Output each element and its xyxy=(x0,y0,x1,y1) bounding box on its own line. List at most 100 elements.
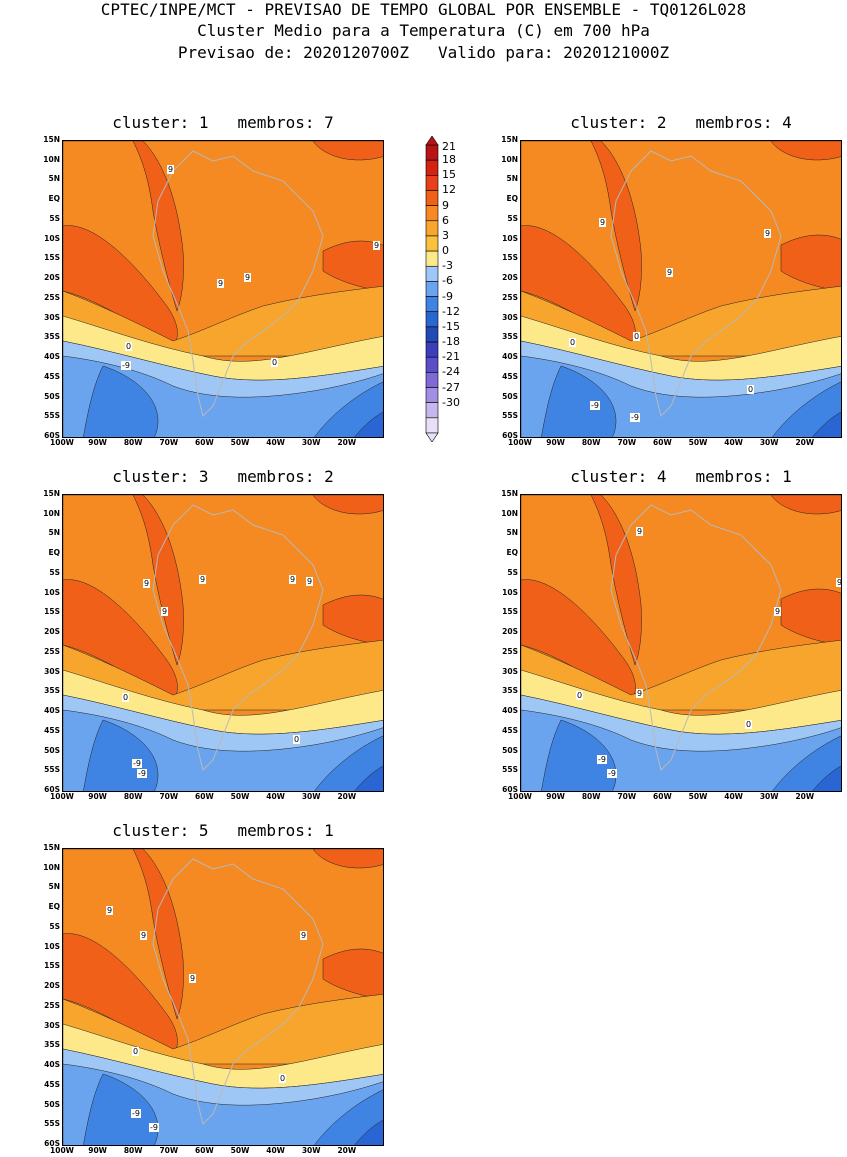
temperature-band xyxy=(83,1073,159,1145)
latitude-tick-label: 20S xyxy=(44,273,60,283)
colorbar-label: -3 xyxy=(442,259,453,273)
latitude-tick-label: 10N xyxy=(43,862,60,872)
temperature-band xyxy=(812,411,841,437)
longitude-tick-label: 30W xyxy=(301,792,321,801)
latitude-tick-label: 40S xyxy=(502,706,518,716)
contour-label: 9 xyxy=(636,689,644,698)
latitude-tick-label: 10S xyxy=(44,233,60,243)
latitude-tick-label: 50S xyxy=(502,391,518,401)
contour-label: 9 xyxy=(666,268,674,277)
map-canvas xyxy=(63,849,383,1145)
colorbar-swatch xyxy=(425,235,439,252)
latitude-tick-label: 5N xyxy=(48,174,61,184)
header-line-1: CPTEC/INPE/MCT - PREVISAO DE TEMPO GLOBA… xyxy=(100,0,747,19)
panel-title: cluster: 5 membros: 1 xyxy=(112,821,334,840)
colorbar-label: 3 xyxy=(442,228,449,242)
contour-label: 9 xyxy=(764,229,772,238)
contour-label: 9 xyxy=(217,279,225,288)
temperature-band xyxy=(541,719,617,791)
colorbar-label: 9 xyxy=(442,198,449,212)
latitude-tick-label: EQ xyxy=(48,548,61,558)
longitude-tick-label: 50W xyxy=(688,438,708,447)
latitude-tick-label: 10N xyxy=(501,508,518,518)
contour-label: 0 xyxy=(279,1074,287,1083)
latitude-tick-label: 10S xyxy=(502,233,518,243)
latitude-tick-label: 25S xyxy=(44,292,60,302)
latitude-tick-label: 45S xyxy=(502,725,518,735)
temperature-field-map: 9 9 9 9 0 0 -9 -9 xyxy=(520,494,842,792)
latitude-tick-label: 5S xyxy=(507,567,518,577)
latitude-tick-label: 50S xyxy=(44,1099,60,1109)
contour-label: -9 xyxy=(597,755,607,764)
colorbar-swatch xyxy=(425,387,439,403)
contour-label: 9 xyxy=(289,575,297,584)
colorbar-label: -27 xyxy=(442,380,460,394)
longitude-tick-label: 30W xyxy=(301,438,321,447)
colorbar-swatch xyxy=(425,356,439,373)
longitude-tick-label: 60W xyxy=(195,1146,214,1155)
longitude-tick-label: 30W xyxy=(759,438,779,447)
temperature-band xyxy=(63,933,178,1055)
contour-label: -9 xyxy=(590,401,600,410)
temperature-field-map: 9 9 9 9 0 0 -9 xyxy=(62,140,384,438)
colorbar-swatch xyxy=(425,402,439,419)
colorbar-label: 18 xyxy=(442,153,456,167)
temperature-band xyxy=(772,381,841,437)
temperature-band xyxy=(63,639,383,711)
contour-label: 0 xyxy=(747,385,755,394)
latitude-tick-label: 40S xyxy=(44,352,60,362)
temperature-band xyxy=(63,225,178,347)
temperature-band xyxy=(312,495,383,515)
contour-label: 9 xyxy=(300,931,308,940)
latitude-tick-label: 50S xyxy=(44,745,60,755)
contour-label: 9 xyxy=(143,579,151,588)
latitude-tick-label: 15N xyxy=(501,135,518,144)
contour-label: -9 xyxy=(149,1123,159,1132)
contour-label: 9 xyxy=(373,241,381,250)
latitude-tick-label: 40S xyxy=(44,706,60,716)
temperature-band xyxy=(312,141,383,161)
longitude-tick-label: 80W xyxy=(581,792,601,801)
temperature-band xyxy=(314,735,383,791)
contour-label: -9 xyxy=(121,361,131,370)
colorbar-label: 21 xyxy=(442,140,456,153)
latitude-tick-label: 55S xyxy=(44,411,60,421)
colorbar-label: -9 xyxy=(442,289,453,303)
latitude-tick-label: 10S xyxy=(502,587,518,597)
latitude-tick-label: 5N xyxy=(506,528,519,538)
temperature-field-map: 9 9 9 9 0 0 -9 -9 xyxy=(62,848,384,1146)
longitude-tick-label: 40W xyxy=(724,792,743,801)
longitude-tick-label: 90W xyxy=(88,792,107,801)
latitude-tick-label: 25S xyxy=(502,292,518,302)
longitude-tick-label: 60W xyxy=(195,438,214,447)
temperature-band xyxy=(770,141,841,161)
temperature-band xyxy=(590,495,642,666)
latitude-tick-label: 10N xyxy=(501,154,518,164)
latitude-tick-label: 10S xyxy=(44,941,60,951)
latitude-tick-label: 5S xyxy=(49,567,60,577)
longitude-tick-label: 20W xyxy=(337,1146,357,1155)
colorbar-swatch xyxy=(425,311,439,328)
coastline xyxy=(610,504,782,771)
map-canvas xyxy=(521,141,841,437)
coastline xyxy=(610,150,782,417)
latitude-tick-label: 5S xyxy=(507,213,518,223)
longitude-tick-label: 80W xyxy=(123,792,143,801)
longitude-tick-label: 60W xyxy=(653,792,672,801)
latitude-tick-label: 60S xyxy=(44,785,60,794)
colorbar-swatch xyxy=(425,220,439,237)
latitude-tick-label: 60S xyxy=(502,431,518,440)
colorbar-swatch xyxy=(425,144,439,161)
latitude-tick-label: 35S xyxy=(502,686,518,696)
contour-label: 9 xyxy=(189,974,197,983)
latitude-tick-label: 40S xyxy=(502,352,518,362)
colorbar-swatch xyxy=(425,175,439,191)
temperature-band xyxy=(780,588,841,646)
temperature-band xyxy=(63,993,383,1065)
latitude-tick-label: 5N xyxy=(506,174,519,184)
latitude-tick-label: 50S xyxy=(44,391,60,401)
longitude-tick-label: 20W xyxy=(795,438,815,447)
colorbar-swatch xyxy=(425,296,439,313)
latitude-tick-label: 5S xyxy=(49,213,60,223)
latitude-tick-label: 55S xyxy=(44,765,60,775)
